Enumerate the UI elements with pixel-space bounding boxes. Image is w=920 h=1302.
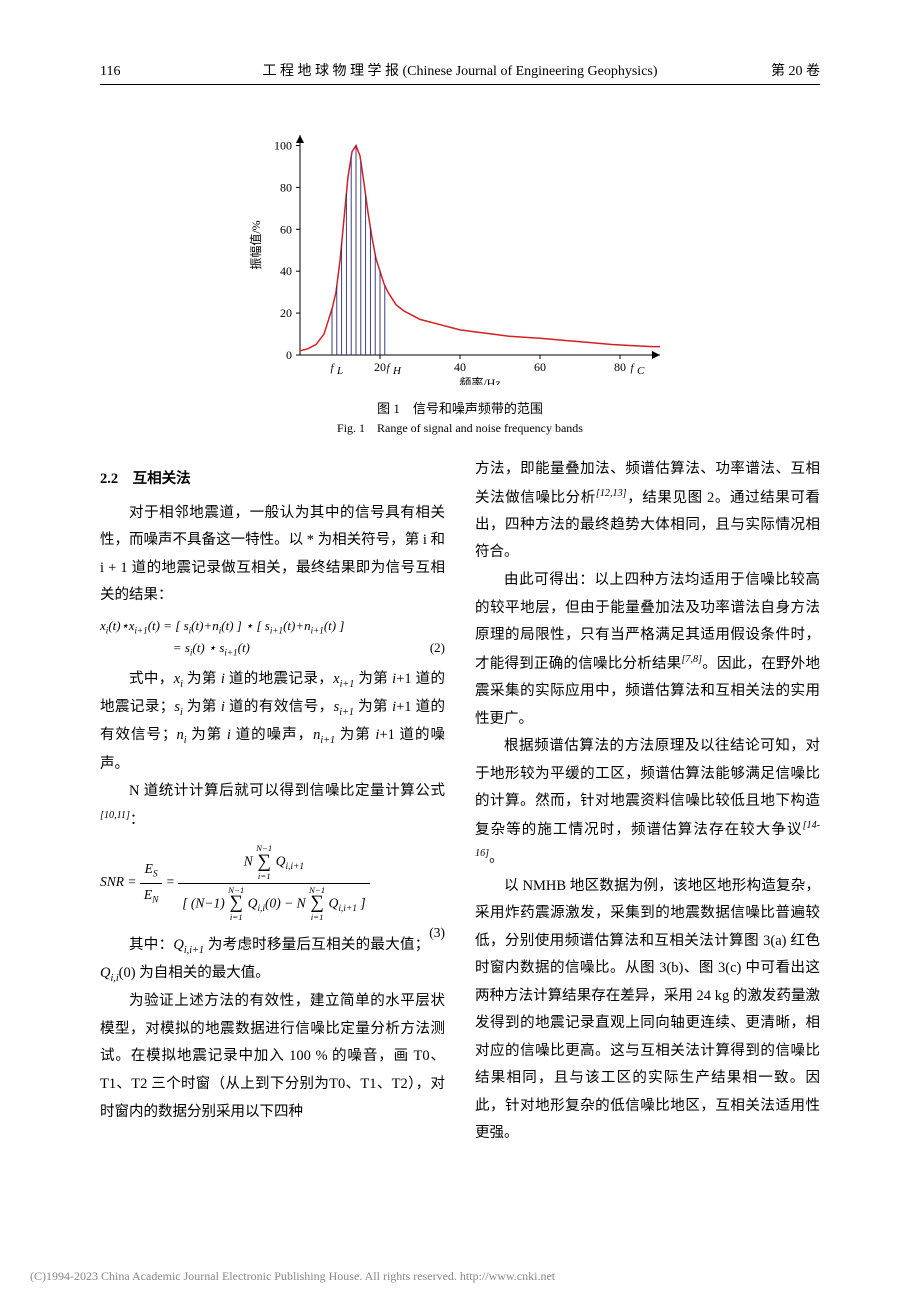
journal-title-cn: 工 程 地 球 物 理 学 报 bbox=[262, 64, 399, 79]
citation-12-13: [12,13] bbox=[596, 488, 627, 499]
right-column: 方法，即能量叠加法、频谱估算法、功率谱法、互相关法做信噪比分析[12,13]，结… bbox=[475, 456, 820, 1148]
equation-3: SNR = ESEN = N N−1∑i=1 Qi,i+1 [ (N−1) N−… bbox=[100, 844, 445, 922]
svg-text:60: 60 bbox=[534, 360, 546, 374]
page: 116 工 程 地 球 物 理 学 报 (Chinese Journal of … bbox=[0, 0, 920, 1302]
journal-title-en: (Chinese Journal of Engineering Geophysi… bbox=[402, 64, 657, 79]
journal-title: 工 程 地 球 物 理 学 报 (Chinese Journal of Engi… bbox=[180, 60, 740, 80]
svg-text:L: L bbox=[336, 365, 343, 377]
sec22-p3: N 道统计计算后就可以得到信噪比定量计算公式[10,11]： bbox=[100, 778, 445, 834]
svg-text:f: f bbox=[330, 362, 335, 374]
svg-text:80: 80 bbox=[614, 360, 626, 374]
rc-p2: 由此可得出：以上四种方法均适用于信噪比较高的较平地层，但由于能量叠加法及功率谱法… bbox=[475, 567, 820, 733]
equation-2: xi(t)⋆xi+1(t) = [ si(t)+ni(t) ] ⋆ [ si+1… bbox=[100, 616, 445, 660]
section-2-2-heading: 2.2 互相关法 bbox=[100, 466, 445, 494]
equation-3-number: (3) bbox=[429, 922, 445, 944]
figure-1-caption-en: Fig. 1 Range of signal and noise frequen… bbox=[100, 419, 820, 436]
svg-text:60: 60 bbox=[280, 222, 292, 236]
svg-text:振幅值/%: 振幅值/% bbox=[248, 220, 263, 269]
svg-text:H: H bbox=[392, 365, 402, 377]
rc-p4: 以 NMHB 地区数据为例，该地区地形构造复杂，采用炸药震源激发，采集到的地震数… bbox=[475, 873, 820, 1148]
sec22-p5: 为验证上述方法的有效性，建立简单的水平层状模型，对模拟的地震数据进行信噪比定量分… bbox=[100, 988, 445, 1126]
sec22-p1: 对于相邻地震道，一般认为其中的信号具有相关性，而噪声不具备这一特性。以 * 为相… bbox=[100, 500, 445, 610]
sec22-p4: 其中：Qi,i+1 为考虑时移量后互相关的最大值；Qi,i(0) 为自相关的最大… bbox=[100, 932, 445, 988]
volume-label: 第 20 卷 bbox=[740, 60, 820, 80]
rc-p1: 方法，即能量叠加法、频谱估算法、功率谱法、互相关法做信噪比分析[12,13]，结… bbox=[475, 456, 820, 567]
svg-text:f: f bbox=[630, 362, 635, 374]
svg-text:40: 40 bbox=[280, 264, 292, 278]
svg-text:0: 0 bbox=[286, 348, 292, 362]
figure-1-caption-cn: 图 1 信号和噪声频带的范围 bbox=[100, 398, 820, 417]
svg-text:80: 80 bbox=[280, 180, 292, 194]
equation-2-number: (2) bbox=[430, 638, 445, 659]
svg-text:20: 20 bbox=[374, 360, 386, 374]
citation-10-11: [10,11] bbox=[100, 810, 130, 821]
rc-p3: 根据频谱估算法的方法原理及以往结论可知，对于地形较为平缓的工区，频谱估算法能够满… bbox=[475, 733, 820, 872]
svg-text:f: f bbox=[386, 362, 391, 374]
body-columns: 2.2 互相关法 对于相邻地震道，一般认为其中的信号具有相关性，而噪声不具备这一… bbox=[100, 456, 820, 1148]
page-header: 116 工 程 地 球 物 理 学 报 (Chinese Journal of … bbox=[100, 60, 820, 85]
figure-1-plot: 02040608010020406080fLfHfC频率/Hz振幅值/% bbox=[245, 115, 675, 390]
svg-text:100: 100 bbox=[274, 138, 292, 152]
svg-text:频率/Hz: 频率/Hz bbox=[459, 375, 500, 385]
svg-text:20: 20 bbox=[280, 306, 292, 320]
left-column: 2.2 互相关法 对于相邻地震道，一般认为其中的信号具有相关性，而噪声不具备这一… bbox=[100, 456, 445, 1148]
page-footer: (C)1994-2023 China Academic Journal Elec… bbox=[30, 1269, 890, 1284]
citation-7-8: [7,8] bbox=[681, 654, 702, 665]
svg-text:C: C bbox=[637, 365, 645, 377]
figure-1: 02040608010020406080fLfHfC频率/Hz振幅值/% 图 1… bbox=[100, 115, 820, 436]
page-number: 116 bbox=[100, 64, 180, 80]
svg-text:40: 40 bbox=[454, 360, 466, 374]
sec22-p2: 式中，xi 为第 i 道的地震记录，xi+1 为第 i+1 道的地震记录；si … bbox=[100, 666, 445, 778]
